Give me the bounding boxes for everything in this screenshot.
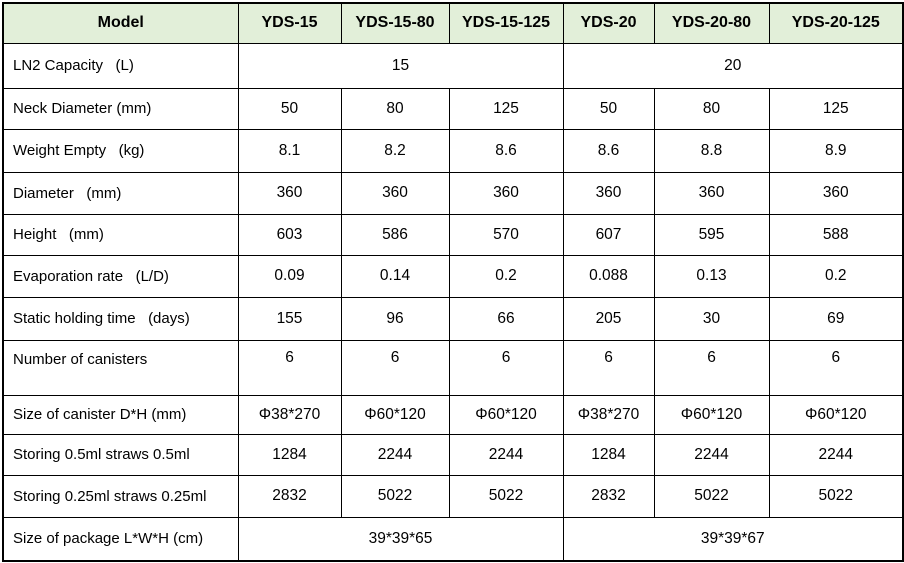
spec-value: 0.14 (340, 254, 450, 298)
spec-value: 0.2 (768, 254, 904, 298)
row-canister-size: Size of canister D*H (mm) Φ38*270 Φ60*12… (2, 394, 904, 435)
column-header-model: Model (2, 2, 239, 44)
column-header-yds-15-125: YDS-15-125 (448, 2, 564, 44)
row-label: Number of canisters (2, 339, 239, 396)
column-header-yds-20-80: YDS-20-80 (653, 2, 770, 44)
row-static-holding-time: Static holding time (days) 155 96 66 205… (2, 296, 904, 341)
spec-value: 50 (237, 87, 342, 130)
spec-value: 1284 (237, 433, 342, 476)
row-neck-diameter: Neck Diameter (mm) 50 80 125 50 80 125 (2, 87, 904, 130)
row-storing-05ml-straws: Storing 0.5ml straws 0.5ml 1284 2244 224… (2, 433, 904, 476)
spec-value: 69 (768, 296, 904, 341)
row-label: Diameter (mm) (2, 171, 239, 215)
spec-value: 595 (653, 213, 770, 256)
row-label: Size of package L*W*H (cm) (2, 516, 239, 562)
spec-value: 2244 (653, 433, 770, 476)
spec-value: 0.09 (237, 254, 342, 298)
spec-value: 80 (340, 87, 450, 130)
column-header-yds-15-80: YDS-15-80 (340, 2, 450, 44)
spec-value-merged: 39*39*65 (237, 516, 564, 562)
spec-value: 360 (768, 171, 904, 215)
spec-value: 2244 (448, 433, 564, 476)
row-weight-empty: Weight Empty (kg) 8.1 8.2 8.6 8.6 8.8 8.… (2, 128, 904, 173)
spec-value: 2832 (237, 474, 342, 518)
row-label: Weight Empty (kg) (2, 128, 239, 173)
spec-value: 588 (768, 213, 904, 256)
spec-value: Φ60*120 (653, 394, 770, 435)
column-header-yds-20-125: YDS-20-125 (768, 2, 904, 44)
spec-value: 8.2 (340, 128, 450, 173)
row-ln2-capacity: LN2 Capacity (L) 15 20 (2, 42, 904, 89)
spec-value: 8.8 (653, 128, 770, 173)
row-label: Height (mm) (2, 213, 239, 256)
spec-value: 155 (237, 296, 342, 341)
spec-value: Φ38*270 (562, 394, 655, 435)
spec-value: 0.13 (653, 254, 770, 298)
spec-value: 0.2 (448, 254, 564, 298)
row-label: Evaporation rate (L/D) (2, 254, 239, 298)
spec-value: 2832 (562, 474, 655, 518)
spec-value: 5022 (768, 474, 904, 518)
row-label: Size of canister D*H (mm) (2, 394, 239, 435)
spec-value: Φ60*120 (448, 394, 564, 435)
spec-value: 2244 (340, 433, 450, 476)
spec-value: 2244 (768, 433, 904, 476)
column-header-yds-20: YDS-20 (562, 2, 655, 44)
spec-value: 603 (237, 213, 342, 256)
spec-value: 360 (448, 171, 564, 215)
spec-value: 5022 (340, 474, 450, 518)
spec-value: 570 (448, 213, 564, 256)
spec-value: 6 (562, 339, 655, 396)
row-number-of-canisters: Number of canisters 6 6 6 6 6 6 (2, 339, 904, 396)
spec-value: 1284 (562, 433, 655, 476)
spec-value-merged: 20 (562, 42, 904, 89)
spec-value: 6 (448, 339, 564, 396)
spec-value: 360 (562, 171, 655, 215)
spec-value: 360 (237, 171, 342, 215)
spec-value: 30 (653, 296, 770, 341)
spec-value-merged: 39*39*67 (562, 516, 904, 562)
row-label: Storing 0.5ml straws 0.5ml (2, 433, 239, 476)
spec-value: 0.088 (562, 254, 655, 298)
spec-value: 50 (562, 87, 655, 130)
spec-value: 607 (562, 213, 655, 256)
spec-value: 8.9 (768, 128, 904, 173)
row-label: Static holding time (days) (2, 296, 239, 341)
spec-value: 8.1 (237, 128, 342, 173)
spec-value: 8.6 (448, 128, 564, 173)
header-row: Model YDS-15 YDS-15-80 YDS-15-125 YDS-20… (2, 2, 904, 44)
spec-value: 8.6 (562, 128, 655, 173)
row-height: Height (mm) 603 586 570 607 595 588 (2, 213, 904, 256)
spec-value: 6 (340, 339, 450, 396)
spec-value: 5022 (653, 474, 770, 518)
spec-value: 360 (653, 171, 770, 215)
spec-value: 205 (562, 296, 655, 341)
spec-value-merged: 15 (237, 42, 564, 89)
row-evaporation-rate: Evaporation rate (L/D) 0.09 0.14 0.2 0.0… (2, 254, 904, 298)
spec-value: 6 (237, 339, 342, 396)
spec-value: 125 (448, 87, 564, 130)
spec-value: 360 (340, 171, 450, 215)
column-header-yds-15: YDS-15 (237, 2, 342, 44)
row-label: LN2 Capacity (L) (2, 42, 239, 89)
spec-value: 6 (768, 339, 904, 396)
spec-value: Φ60*120 (340, 394, 450, 435)
spec-value: 5022 (448, 474, 564, 518)
spec-value: 586 (340, 213, 450, 256)
spec-value: Φ60*120 (768, 394, 904, 435)
spec-value: Φ38*270 (237, 394, 342, 435)
row-diameter: Diameter (mm) 360 360 360 360 360 360 (2, 171, 904, 215)
spec-value: 80 (653, 87, 770, 130)
row-package-size: Size of package L*W*H (cm) 39*39*65 39*3… (2, 516, 904, 562)
spec-value: 96 (340, 296, 450, 341)
row-label: Neck Diameter (mm) (2, 87, 239, 130)
spec-value: 66 (448, 296, 564, 341)
row-label: Storing 0.25ml straws 0.25ml (2, 474, 239, 518)
spec-value: 6 (653, 339, 770, 396)
row-storing-025ml-straws: Storing 0.25ml straws 0.25ml 2832 5022 5… (2, 474, 904, 518)
spec-value: 125 (768, 87, 904, 130)
